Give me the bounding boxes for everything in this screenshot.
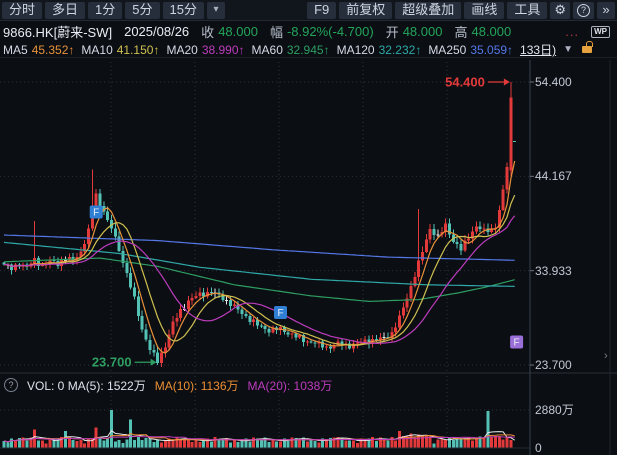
quote-more-ellipsis[interactable]: ... [565,24,580,39]
svg-text:23.700: 23.700 [92,355,132,370]
svg-text:F: F [93,208,99,219]
price-axis-label: 23.700 [535,358,572,372]
period-dropdown-caret-icon[interactable]: ▾ [206,1,225,19]
tab-5min[interactable]: 5分 [125,1,160,19]
price-axis-label: 54.400 [535,75,572,89]
quote-open: 开 48.000 [385,24,443,40]
ma120-label: MA120 [336,42,375,57]
event-marker-f[interactable]: F [274,306,287,319]
price-axis-label: 33.933 [535,263,572,278]
settings-gear-icon[interactable]: ⚙ [550,1,570,19]
vol-ma20-text: MA(20): 1038万 [247,378,333,393]
vol-ma10-text: MA(10): 1136万 [154,378,239,393]
forward-adjust-button[interactable]: 前复权 [339,1,393,19]
side-panel-expander-icon[interactable]: › [604,350,608,362]
ma60-label: MA60 [251,42,283,57]
ma10-label: MA10 [81,42,113,57]
help-icon[interactable]: ? [573,1,594,19]
svg-text:54.400: 54.400 [445,75,485,90]
f9-button[interactable]: F9 [307,1,337,19]
more-chevron-icon[interactable]: » [597,1,615,19]
quote-date: 2025/08/26 [124,24,190,39]
ma120-value: 32.232↑ [378,42,422,57]
tools-button[interactable]: 工具 [507,1,548,19]
help-question-glyph: ? [577,4,590,17]
symbol-name: 9866.HK[蔚来-SW] [3,25,113,40]
ma250-label: MA250 [428,42,467,57]
main-chart-area[interactable]: 54.400 23.700 F F F [0,60,617,455]
ma10-value: 41.150↑ [116,42,160,57]
wp-window-icon[interactable]: WP [591,25,610,38]
toolbar: 分时 多日 1分 5分 15分 ▾ F9 前复权 超级叠加 画线 工具 ⚙ ? … [0,0,617,21]
tab-1min[interactable]: 1分 [88,1,123,19]
event-marker-f[interactable]: F [89,205,103,219]
indicator-help-icon[interactable]: ? [4,378,18,392]
tab-timeshare[interactable]: 分时 [2,1,43,19]
ma250-value: 35.059↑ [470,42,514,57]
ma20-label: MA20 [166,42,198,57]
volume-axis-label: 2880万 [535,403,574,417]
ma60-value: 32.945↑ [286,42,330,57]
ma20-value: 38.990↑ [201,42,245,57]
svg-text:F: F [277,308,283,319]
quote-row: 9866.HK[蔚来-SW] 2025/08/26 收 48.000 幅 -8.… [0,22,617,41]
period-days-caret-icon[interactable]: ▼ [563,44,573,55]
tab-multiday[interactable]: 多日 [45,1,86,19]
volume-axis-label: 0 [535,441,542,455]
quote-high: 高 48.000 [454,24,512,40]
tab-15min[interactable]: 15分 [162,1,204,19]
svg-text:F: F [514,338,520,349]
quote-close: 收 48.000 [201,24,258,40]
volume-header: ? VOL: 0 MA(5): 1522万 MA(10): 1136万 MA(2… [0,377,336,393]
ma5-label: MA5 [3,42,28,57]
event-marker-f[interactable]: F [510,335,524,349]
super-overlay-button[interactable]: 超级叠加 [395,1,462,19]
ma5-value: 45.352↑ [31,42,75,57]
draw-line-button[interactable]: 画线 [464,1,505,19]
ma-indicator-row: MA5 45.352↑ MA10 41.150↑ MA20 38.990↑ MA… [0,41,617,58]
period-days-link[interactable]: 133日) [520,43,557,57]
quote-change: 幅 -8.92%(-4.700) [269,24,374,40]
unlock-icon[interactable] [581,41,593,53]
vol-ma5-text: VOL: 0 MA(5): 1522万 [27,378,146,393]
price-axis-label: 44.167 [535,169,572,184]
